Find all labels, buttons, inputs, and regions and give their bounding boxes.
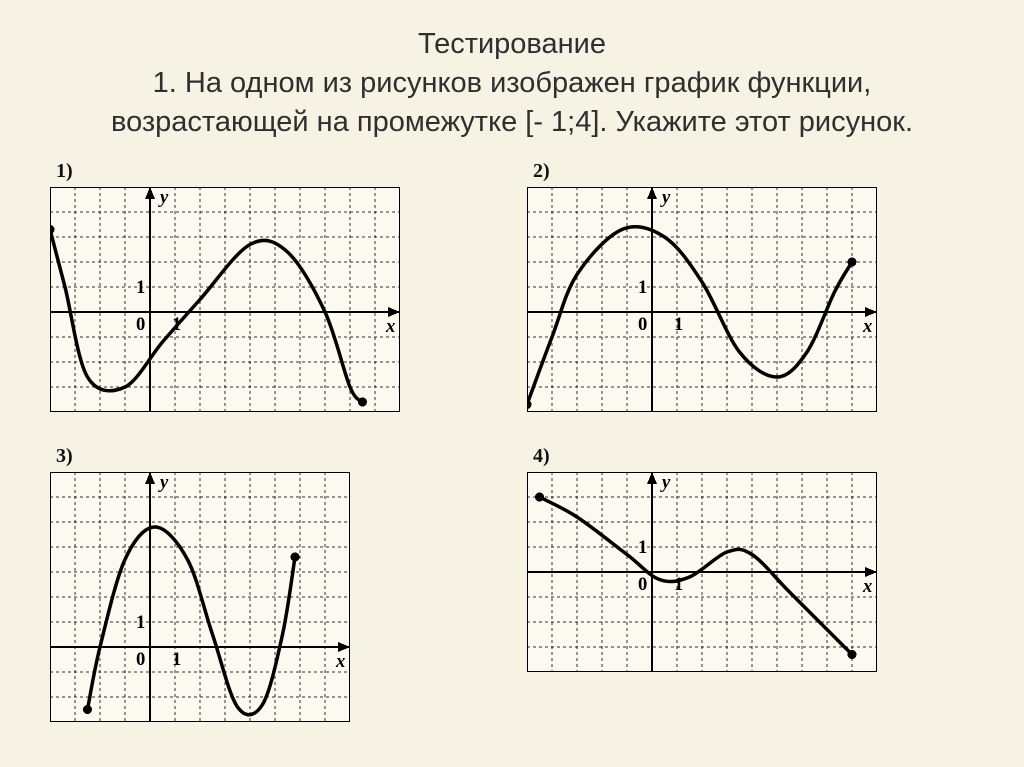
chart-4-plot: 0 1 1 x y [527, 472, 877, 672]
title-line-1: Тестирование [418, 28, 606, 60]
charts-grid: 1) 0 1 1 x y 2) 0 1 1 x y 3) 0 1 1 x y 4) 0 1 1 x y [50, 160, 974, 722]
title-line-2: 1. На одном из рисунков изображен график… [111, 67, 913, 138]
svg-text:0: 0 [638, 574, 647, 595]
svg-text:y: y [158, 187, 169, 208]
chart-3-plot: 0 1 1 x y [50, 472, 350, 722]
page-title: Тестирование 1. На одном из рисунков изо… [102, 25, 922, 142]
chart-3: 3) 0 1 1 x y [50, 445, 350, 722]
chart-3-label: 3) [56, 445, 73, 468]
chart-1-label: 1) [56, 160, 73, 183]
svg-text:1: 1 [674, 314, 683, 335]
svg-text:x: x [862, 576, 872, 597]
svg-text:1: 1 [172, 649, 181, 670]
svg-text:x: x [862, 316, 872, 337]
chart-1-plot: 011xy [50, 187, 400, 412]
svg-text:x: x [385, 316, 395, 337]
svg-text:x: x [335, 651, 345, 672]
svg-text:y: y [660, 187, 671, 208]
svg-text:0: 0 [638, 314, 647, 335]
chart-2-plot: 0 1 1 x y [527, 187, 877, 412]
svg-text:0: 0 [136, 314, 145, 335]
chart-1: 1) 011xy [50, 160, 400, 437]
svg-text:1: 1 [638, 277, 647, 298]
svg-text:1: 1 [136, 277, 145, 298]
chart-4-label: 4) [533, 445, 550, 468]
svg-text:y: y [660, 472, 671, 493]
chart-2: 2) 0 1 1 x y [527, 160, 877, 437]
chart-4: 4) 0 1 1 x y [527, 445, 877, 722]
svg-text:0: 0 [136, 649, 145, 670]
chart-2-label: 2) [533, 160, 550, 183]
svg-text:1: 1 [638, 537, 647, 558]
svg-text:1: 1 [674, 574, 683, 595]
svg-text:y: y [158, 472, 169, 493]
svg-text:1: 1 [136, 612, 145, 633]
